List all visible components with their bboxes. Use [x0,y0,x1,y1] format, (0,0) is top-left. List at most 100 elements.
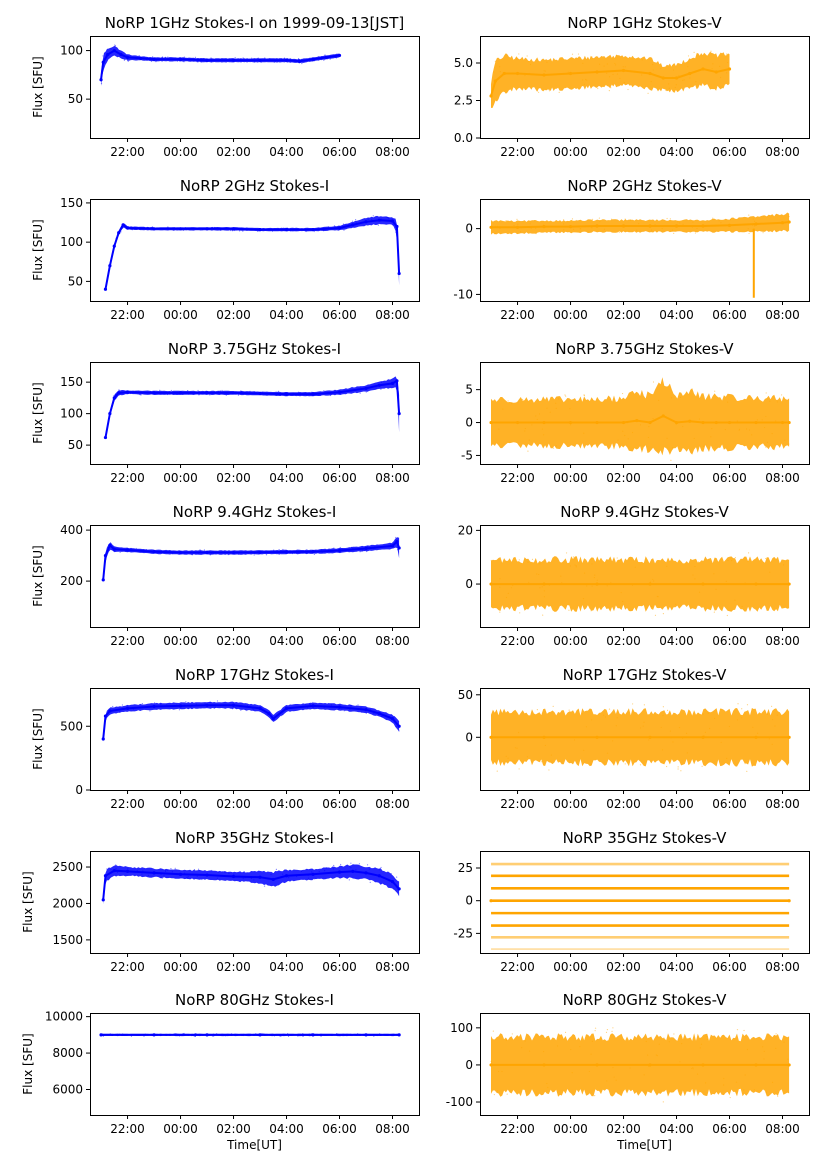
scatter-dot [239,227,241,229]
scatter-dot [769,571,771,573]
scatter-dot [282,548,284,551]
scatter-dot [301,62,303,65]
scatter-dot [387,217,389,219]
scatter-dot [619,77,621,79]
scatter-dot [639,727,642,729]
scatter-dot [126,550,129,552]
scatter-dot [231,1034,233,1036]
scatter-dot [154,702,156,704]
scatter-dot [599,221,601,223]
scatter-dot [731,560,733,562]
data-point [101,898,105,902]
x-axis-label: Time[UT] [616,1138,672,1152]
x-tick-label: 04:00 [659,471,694,485]
scatter-dot [670,397,673,399]
data-point [178,550,183,555]
scatter-dot [360,706,362,709]
scatter-dot [342,223,345,225]
scatter-dot [647,1054,649,1056]
data-point [284,874,289,878]
scatter-dot [636,229,638,231]
scatter-dot [273,549,275,551]
y-tick-label: 5.0 [454,56,473,70]
scatter-dot [612,73,614,76]
data-layer [489,552,791,617]
data-point [311,704,315,708]
scatter-dot [741,717,743,719]
scatter-dot [173,1033,175,1035]
scatter-dot [334,56,336,58]
y-axis-label: Flux [SFU] [31,545,45,606]
scatter-dot [516,747,518,749]
scatter-dot [234,228,236,230]
scatter-dot [361,711,363,713]
scatter-dot [660,726,662,729]
chart-panel-row7-left: 22:00 00:00 02:00 04:00 06:00 08:00 6000 8000 10… [21,991,420,1152]
chart-title: NoRP 1GHz Stokes-I on 1999-09-13[JST] [105,14,405,32]
scatter-dot [254,392,257,395]
data-point [271,717,275,721]
data-point [701,67,705,71]
scatter-dot [673,232,675,234]
scatter-dot [155,61,157,63]
scatter-dot [107,712,109,714]
scatter-dot [585,726,588,728]
scatter-dot [194,228,196,230]
series-band-0 [491,212,790,235]
scatter-dot [205,550,208,553]
scatter-dot [180,552,182,554]
scatter-dot [521,1047,523,1049]
y-tick-label: 20 [458,523,473,537]
scatter-dot [555,445,557,447]
scatter-dot [662,613,664,615]
data-layer [489,862,791,950]
scatter-dot [669,218,671,220]
data-point [787,1063,791,1067]
scatter-dot [272,551,274,553]
scatter-dot [233,229,235,231]
scatter-dot [514,747,517,749]
scatter-dot [763,215,765,217]
scatter-dot [314,878,316,880]
data-point [125,706,130,711]
scatter-dot [283,57,286,59]
scatter-dot [311,391,313,393]
scatter-dot [258,553,260,555]
scatter-dot [395,536,397,539]
scatter-dot [565,552,568,554]
scatter-dot [668,83,670,85]
scatter-dot [191,554,193,556]
scatter-dot [709,727,711,730]
scatter-dot [184,227,186,229]
scatter-dot [300,393,303,395]
scatter-dot [111,548,113,550]
scatter-dot [539,587,541,589]
scatter-dot [622,430,624,432]
scatter-dot [389,715,391,718]
data-point [648,420,652,425]
scatter-dot [577,53,580,55]
scatter-dot [696,1073,699,1075]
scatter-dot [571,53,574,55]
scatter-dot [762,232,764,234]
axes-frame [480,1013,810,1116]
scatter-dot [766,216,768,218]
scatter-dot [138,549,140,551]
scatter-dot [201,1034,203,1036]
scatter-dot [117,233,119,235]
scatter-dot [283,227,285,229]
chart-panel-row6-left: 22:00 00:00 02:00 04:00 06:00 08:00 1500 2000 25… [21,829,420,974]
scatter-dot [606,63,608,65]
scatter-dot [374,547,376,550]
scatter-dot [529,227,531,229]
scatter-dot [330,704,333,706]
data-point [101,737,105,741]
scatter-dot [242,1034,245,1037]
data-point [205,1033,209,1037]
scatter-dot [652,63,654,66]
scatter-dot [333,547,335,549]
scatter-dot [252,708,254,710]
data-point [395,539,399,544]
data-point [787,735,791,739]
scatter-dot [744,1074,746,1076]
